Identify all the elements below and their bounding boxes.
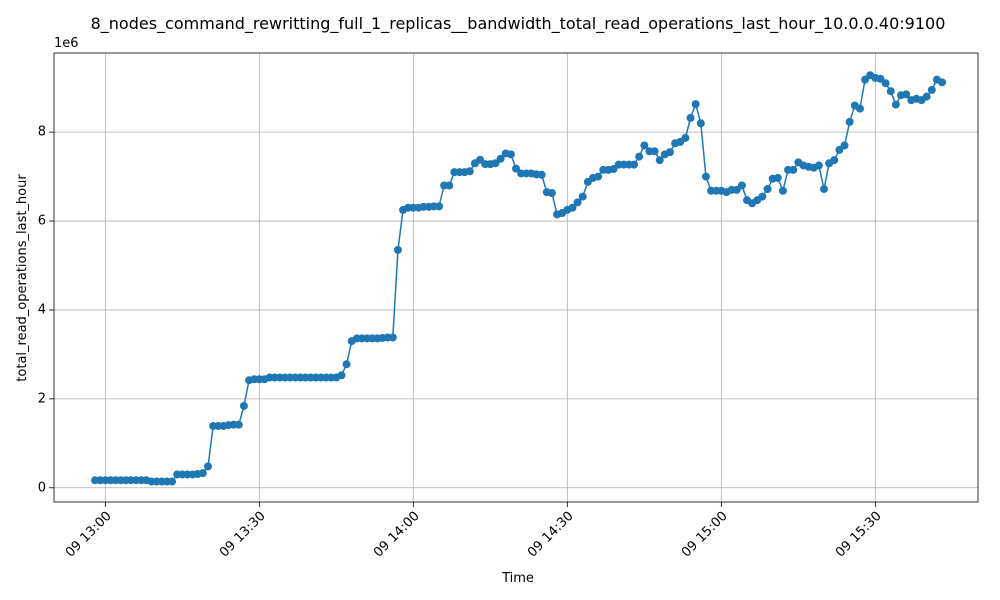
y-axis-label: total_read_operations_last_hour: [15, 174, 30, 382]
data-point: [234, 420, 243, 429]
data-point: [388, 333, 397, 342]
data-point: [465, 167, 474, 176]
y-offset-label: 1e6: [54, 36, 79, 51]
data-point: [506, 150, 515, 159]
data-point: [691, 100, 700, 109]
data-point: [630, 160, 639, 169]
data-point: [830, 156, 839, 165]
data-point: [891, 100, 900, 109]
data-point: [773, 173, 782, 182]
data-point: [496, 154, 505, 163]
data-point: [342, 360, 351, 369]
data-point: [763, 185, 772, 194]
data-point: [758, 192, 767, 201]
data-point: [666, 148, 674, 157]
plot-frame: [53, 52, 979, 503]
data-point: [547, 189, 556, 198]
data-point: [902, 90, 911, 99]
data-point: [686, 113, 695, 122]
data-point: [820, 185, 828, 194]
data-point: [435, 202, 443, 211]
y-tick-label: 8: [38, 125, 46, 140]
data-point: [594, 172, 603, 181]
data-point: [938, 78, 947, 87]
data-point: [737, 181, 746, 190]
data-point: [239, 401, 248, 410]
data-point: [578, 192, 587, 201]
y-tick-label: 4: [38, 302, 46, 317]
data-point: [881, 79, 890, 88]
data-point: [922, 92, 931, 101]
data-point: [814, 161, 823, 170]
data-point: [650, 147, 659, 156]
chart-title: 8_nodes_command_rewritting_full_1_replic…: [91, 14, 946, 34]
x-axis-label: Time: [501, 571, 534, 586]
data-point: [778, 186, 787, 195]
y-tick-label: 0: [38, 480, 46, 495]
data-point: [635, 152, 644, 161]
data-point: [696, 119, 705, 128]
data-point: [886, 87, 895, 96]
data-point: [445, 181, 454, 190]
data-point: [655, 156, 664, 165]
data-point: [537, 170, 546, 179]
data-point: [204, 462, 212, 471]
data-point: [845, 117, 854, 126]
data-point: [393, 245, 402, 254]
data-point: [337, 371, 346, 380]
data-point: [927, 85, 936, 94]
data-point: [168, 477, 177, 486]
data-point: [840, 141, 849, 150]
data-point: [198, 469, 207, 478]
y-tick-label: 6: [38, 214, 46, 229]
data-point: [640, 141, 649, 150]
data-point: [855, 104, 864, 113]
data-point: [568, 203, 577, 212]
data-point: [681, 133, 690, 142]
data-point: [701, 172, 710, 181]
data-point: [789, 165, 798, 174]
y-tick-label: 2: [38, 391, 46, 406]
data-point: [573, 198, 582, 207]
data-point: [512, 164, 520, 173]
